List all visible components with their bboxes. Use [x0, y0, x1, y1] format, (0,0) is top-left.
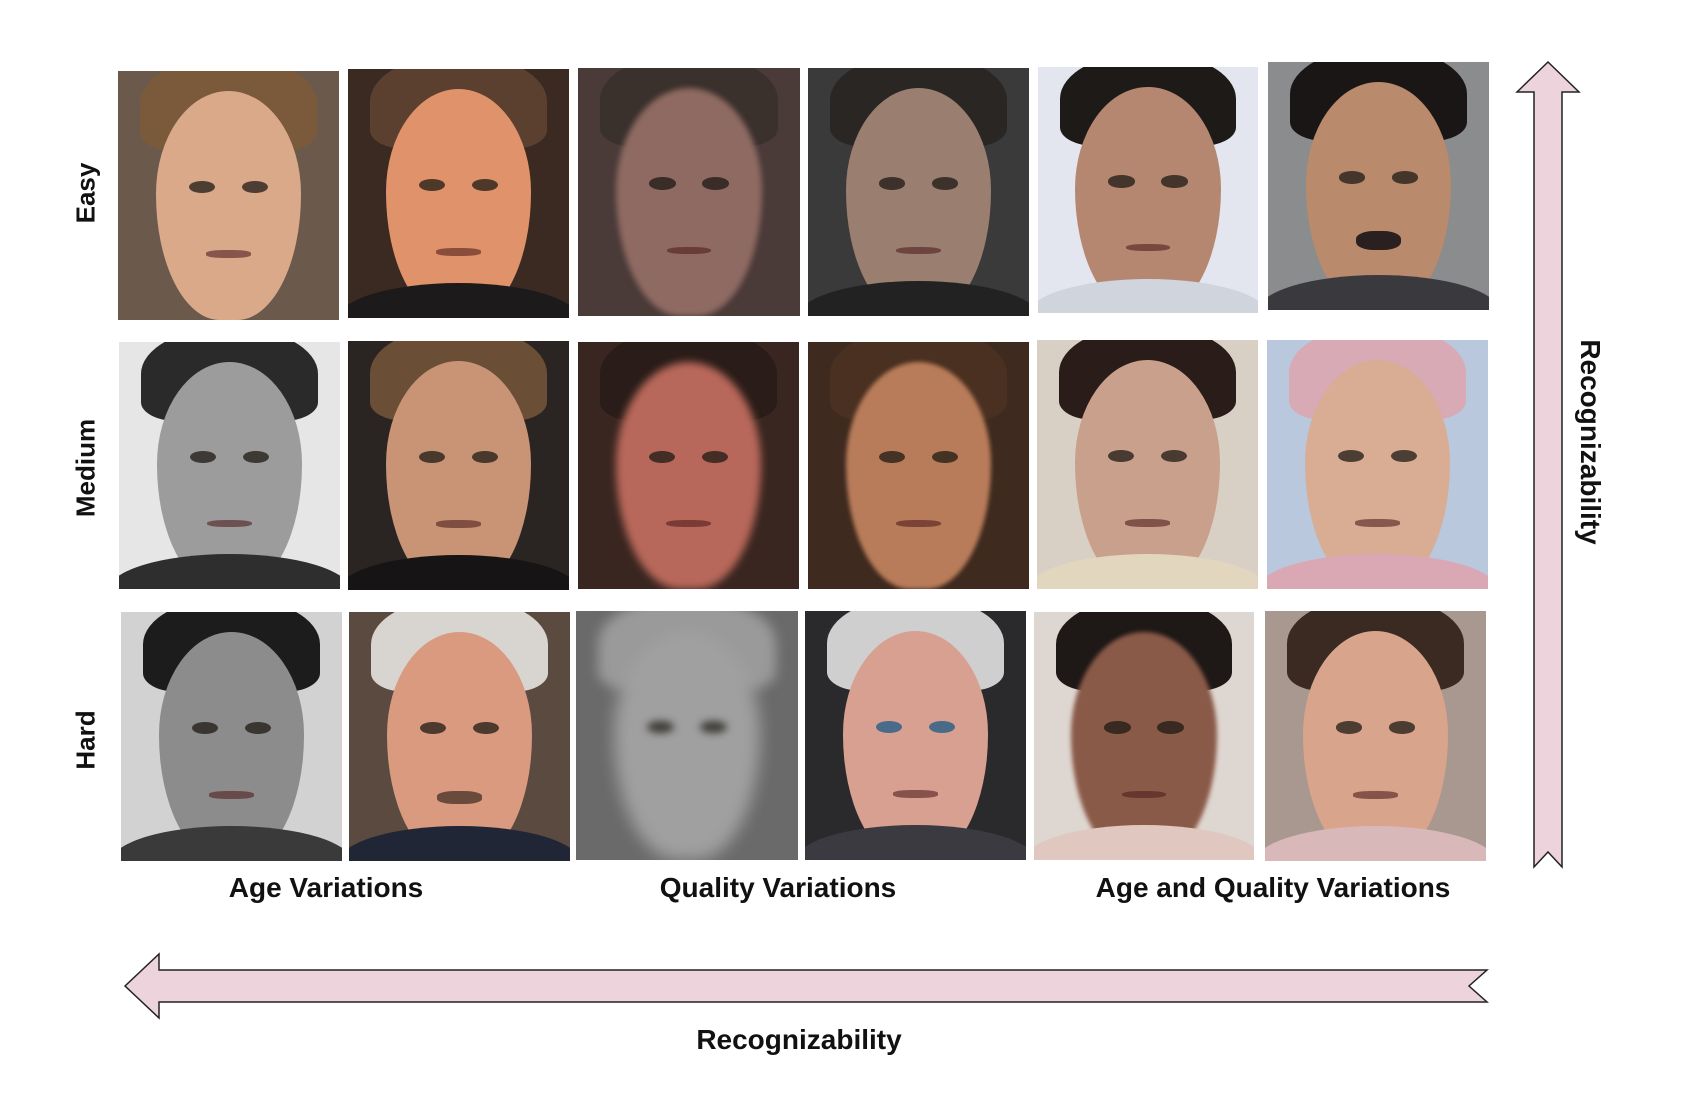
face-photo	[1265, 611, 1486, 861]
face-photo	[578, 342, 799, 589]
face-photo	[118, 71, 339, 320]
horizontal-arrow	[123, 952, 1489, 1020]
face-photo	[1038, 67, 1258, 313]
face-photo	[119, 342, 340, 589]
face-photo	[1268, 62, 1489, 310]
face-photo	[808, 342, 1029, 589]
face-photo	[576, 611, 798, 860]
face-photo	[805, 611, 1026, 860]
group-label-age: Age Variations	[228, 872, 424, 903]
face-photo	[349, 612, 570, 861]
row-label-medium: Medium	[70, 418, 101, 518]
vertical-arrow	[1515, 60, 1581, 869]
face-photo	[1267, 340, 1488, 589]
group-label-quality: Quality Variations	[659, 872, 897, 903]
row-label-hard: Hard	[70, 710, 101, 770]
face-photo	[1037, 340, 1258, 589]
row-label-easy: Easy	[70, 162, 101, 224]
face-photo	[121, 612, 342, 861]
vertical-axis-label: Recognizability	[1575, 339, 1606, 545]
group-label-age-quality: Age and Quality Variations	[1095, 872, 1451, 903]
face-photo	[1034, 612, 1254, 860]
face-photo	[348, 341, 569, 590]
face-photo	[348, 69, 569, 318]
horizontal-axis-label: Recognizability	[696, 1024, 902, 1055]
face-photo	[808, 68, 1029, 316]
face-photo	[578, 68, 800, 316]
